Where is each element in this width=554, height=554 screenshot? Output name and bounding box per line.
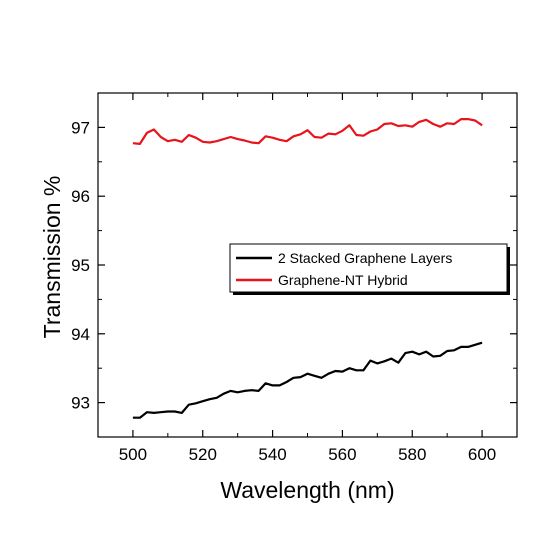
legend-label-2: Graphene-NT Hybrid	[278, 272, 408, 288]
legend-box	[229, 243, 508, 293]
y-tick-label: 94	[71, 325, 90, 344]
y-tick-label: 97	[71, 118, 90, 137]
series-layer	[132, 117, 483, 419]
y-tick-label: 96	[71, 187, 90, 206]
x-tick-label: 520	[189, 445, 217, 464]
y-axis-title: Transmission %	[39, 176, 65, 339]
x-tick-label: 580	[398, 445, 426, 464]
series-line-2	[132, 117, 483, 145]
y-tick-label: 95	[71, 256, 90, 275]
x-tick-label: 560	[328, 445, 356, 464]
legend: 2 Stacked Graphene Layers Graphene-NT Hyb…	[229, 243, 510, 295]
axes: 500 520 540 560 580 600 93 94 95 96 97	[71, 92, 518, 464]
x-axis-title: Wavelength (nm)	[220, 477, 394, 503]
y-tick-label: 93	[71, 394, 90, 413]
series-line-1	[132, 341, 483, 419]
x-tick-label: 540	[258, 445, 286, 464]
x-tick-label: 500	[119, 445, 147, 464]
x-tick-label: 600	[468, 445, 496, 464]
legend-label-1: 2 Stacked Graphene Layers	[278, 250, 452, 266]
